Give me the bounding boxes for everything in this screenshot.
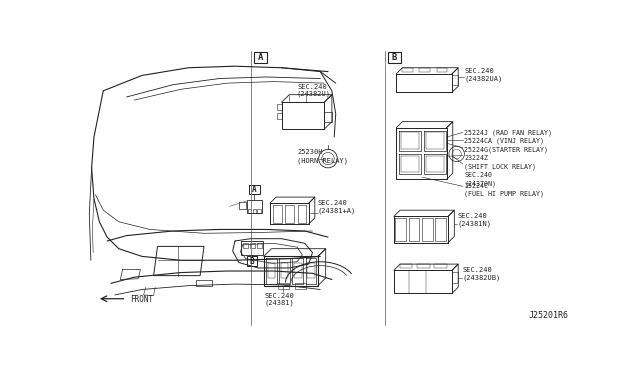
Text: SEC.240: SEC.240 <box>465 68 494 74</box>
Bar <box>254 52 267 63</box>
Text: 25230H: 25230H <box>297 150 323 155</box>
Text: A: A <box>258 53 263 62</box>
Bar <box>257 243 262 248</box>
Text: 25224CA (VINJ RELAY): 25224CA (VINJ RELAY) <box>465 138 545 144</box>
Text: (24381+A): (24381+A) <box>318 208 356 214</box>
Text: B: B <box>392 53 397 62</box>
Bar <box>436 68 447 71</box>
Text: (24382UB): (24382UB) <box>462 275 500 281</box>
Text: SEC.240: SEC.240 <box>318 200 348 206</box>
Text: 25224G(STARTER RELAY): 25224G(STARTER RELAY) <box>465 146 548 153</box>
Text: (24382U): (24382U) <box>297 90 331 97</box>
Bar <box>434 264 447 268</box>
Text: 23224Z: 23224Z <box>465 155 488 161</box>
Bar <box>294 283 307 289</box>
Bar <box>249 185 260 194</box>
Text: 25224J (RAD FAN RELAY): 25224J (RAD FAN RELAY) <box>465 129 552 136</box>
Text: (FUEL HI PUMP RELAY): (FUEL HI PUMP RELAY) <box>465 191 545 198</box>
Text: SEC.240: SEC.240 <box>458 214 487 219</box>
Bar <box>253 209 256 213</box>
Bar <box>400 264 412 268</box>
Text: A: A <box>252 185 257 194</box>
Bar <box>246 256 257 266</box>
Bar <box>248 209 252 213</box>
Text: FRONT: FRONT <box>131 295 154 304</box>
Text: (HORN RELAY): (HORN RELAY) <box>297 158 348 164</box>
Bar <box>277 104 282 110</box>
Text: (24382UA): (24382UA) <box>465 75 502 82</box>
Text: SEC.240: SEC.240 <box>264 294 294 299</box>
Bar <box>196 280 212 286</box>
Bar <box>278 283 289 289</box>
Text: 25224C: 25224C <box>465 183 488 189</box>
Bar <box>257 209 260 213</box>
Bar <box>243 243 248 248</box>
Text: B: B <box>250 257 254 266</box>
Text: SEC.240: SEC.240 <box>297 84 327 90</box>
Bar <box>403 68 413 71</box>
Bar <box>452 272 458 283</box>
Bar <box>417 264 429 268</box>
Bar <box>277 113 282 119</box>
Text: (24381): (24381) <box>264 299 294 306</box>
Text: SEC.240: SEC.240 <box>465 172 492 178</box>
Bar <box>419 68 430 71</box>
Text: (24381N): (24381N) <box>458 221 492 227</box>
Text: SEC.240: SEC.240 <box>462 267 492 273</box>
Text: (SHIFT LOCK RELAY): (SHIFT LOCK RELAY) <box>465 163 536 170</box>
Bar <box>452 76 458 85</box>
Bar <box>250 243 255 248</box>
Text: J25201R6: J25201R6 <box>528 311 568 320</box>
Bar <box>388 52 401 63</box>
Text: (24370N): (24370N) <box>465 180 497 187</box>
